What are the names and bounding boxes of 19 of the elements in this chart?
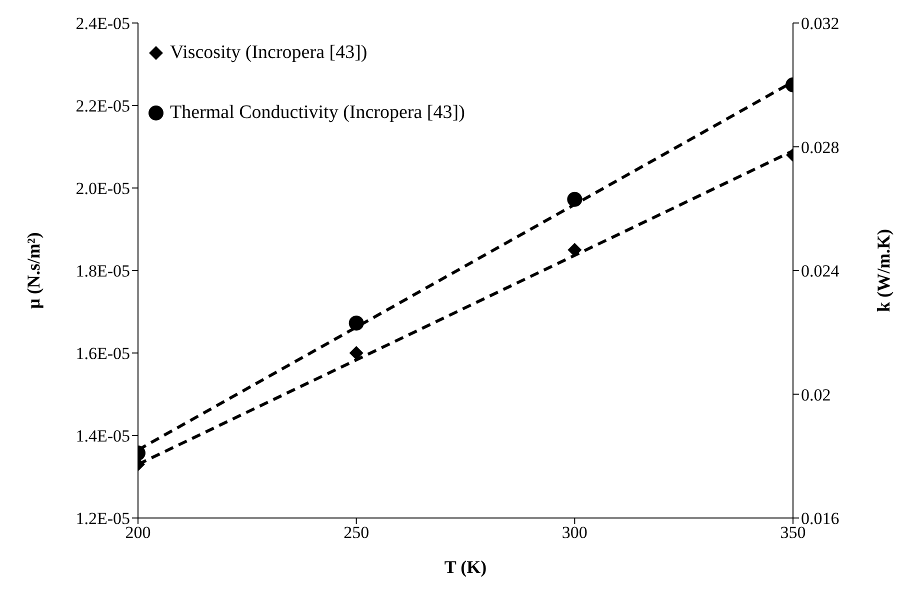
y-tick-label: 2.2E-05 (76, 96, 130, 116)
y-tick-label: 2.0E-05 (76, 179, 130, 198)
y-axis-title: μ (N.s/m²) (23, 232, 44, 309)
y-tick-label: 1.8E-05 (76, 262, 130, 281)
y2-tick-label: 0.02 (801, 385, 831, 404)
x-tick-label: 350 (780, 523, 806, 542)
y-tick-label: 1.6E-05 (76, 344, 130, 364)
x-tick-label: 300 (562, 523, 588, 542)
x-tick-label: 200 (125, 523, 151, 542)
y2-tick-label: 0.032 (801, 14, 840, 34)
y2-tick-label: 0.024 (801, 262, 840, 281)
legend-label: Thermal Conductivity (Incropera [43]) (170, 102, 465, 124)
legend-label: Viscosity (Incropera [43]) (170, 42, 368, 64)
y2-axis-title: k (W/m.K) (873, 229, 894, 312)
y-tick-label: 1.4E-05 (76, 426, 130, 446)
y2-tick-label: 0.028 (801, 138, 840, 157)
y-tick-label: 2.4E-05 (76, 14, 130, 34)
x-tick-label: 250 (344, 523, 370, 542)
x-axis-title: T (K) (444, 557, 487, 577)
